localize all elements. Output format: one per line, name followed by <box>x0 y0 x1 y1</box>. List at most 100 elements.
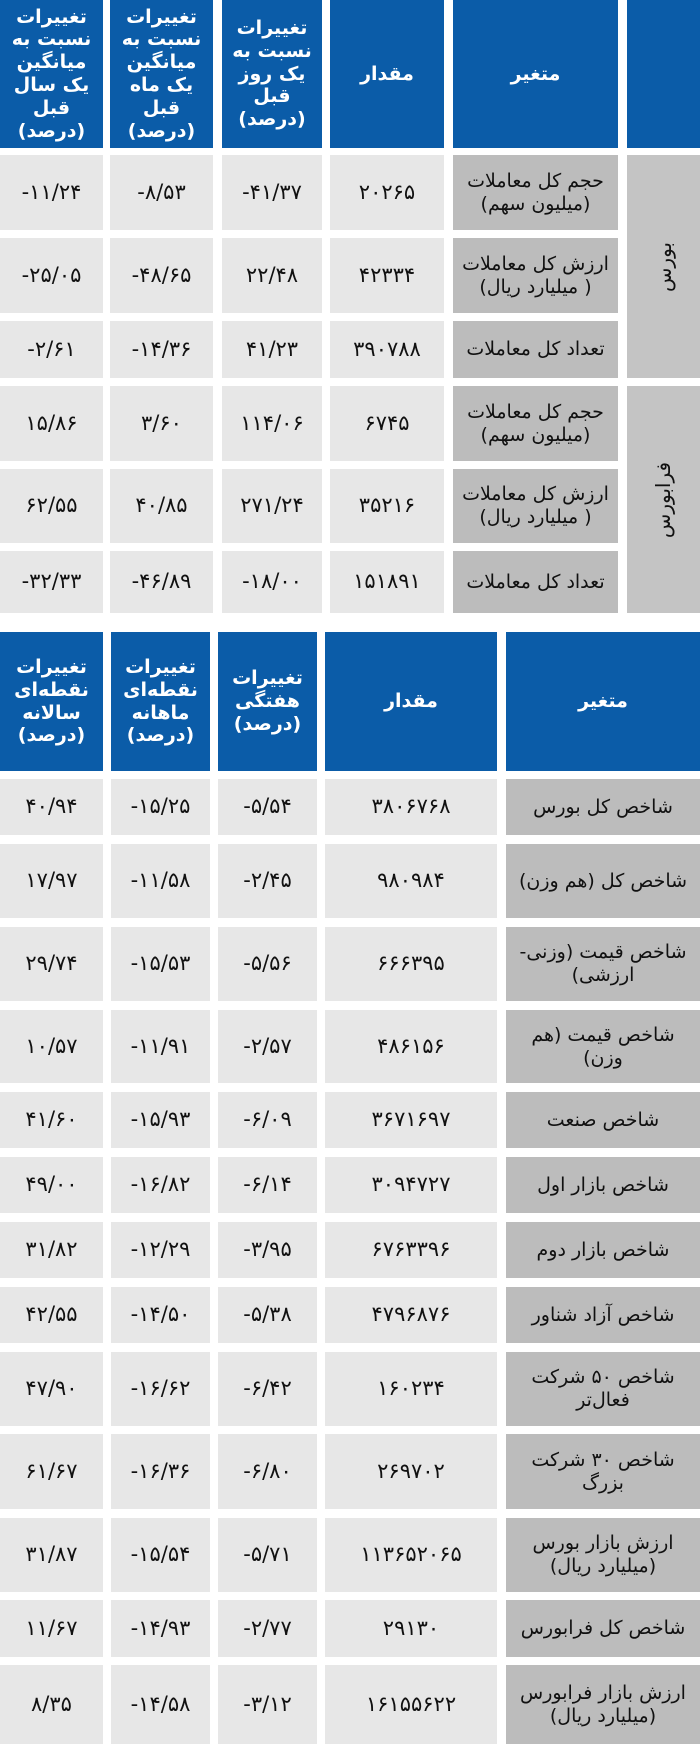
table1-header-text: مقدار <box>360 62 414 85</box>
table2-value-text: ۲۶۹۷۰۲ <box>377 1458 445 1483</box>
table2-value-text: ۶۷۶۳۳۹۶ <box>371 1237 451 1262</box>
table2-value: -۱۲/۲۹ <box>111 1222 210 1278</box>
table1-value: ۳۹۰۷۸۸ <box>330 321 444 378</box>
table1-row-label-text: ارزش کل معاملات ( میلیارد ریال) <box>462 483 609 528</box>
table2-value: ۹۸۰۹۸۴ <box>325 844 497 918</box>
table1-value: ۳/۶۰ <box>110 386 213 461</box>
table2-row-label-text: شاخص کل فرابورس <box>520 1617 686 1640</box>
table2-row-label: ارزش بازار فرابورس (میلیارد ریال) <box>506 1665 700 1744</box>
table1-value: -۱۸/۰۰ <box>222 551 322 613</box>
table2-value: -۶/۰۹ <box>218 1092 317 1148</box>
group-label-farabourse: فرابورس <box>627 386 700 613</box>
table2-header: تغییرات نقطه‌ای سالانه (درصد) <box>0 632 103 771</box>
table1-header: تغییرات نسبت به یک روز قبل (درصد) <box>222 0 322 148</box>
table1-value: ۲۰۲۶۵ <box>330 155 444 230</box>
table2-row-label: شاخص کل فرابورس <box>506 1600 700 1657</box>
table1-value: -۲/۶۱ <box>0 321 103 378</box>
table2-value-text: -۲/۷۷ <box>243 1615 292 1640</box>
table1-value: -۲۵/۰۵ <box>0 238 103 313</box>
table1-value: ۱۱۴/۰۶ <box>222 386 322 461</box>
table2-value-text: -۱۴/۵۰ <box>130 1302 191 1327</box>
table1-header: تغییرات نسبت به میانگین یک ماه قبل (درصد… <box>110 0 213 148</box>
table2-value: -۱۵/۵۳ <box>111 927 210 1001</box>
table2-value-text: ۴۱/۶۰ <box>25 1107 78 1132</box>
table1-row-label: تعداد کل معاملات <box>453 551 618 613</box>
table2-header: متغیر <box>506 632 700 771</box>
table1-value-text: ۳/۶۰ <box>141 410 182 435</box>
table2-value-text: -۱۶/۸۲ <box>130 1172 191 1197</box>
table2-value-text: -۱۱/۵۸ <box>130 868 191 893</box>
table2-value: ۲۹/۷۴ <box>0 927 103 1001</box>
table1-value: -۱۱/۲۴ <box>0 155 103 230</box>
table2-value-text: ۱۱۳۶۵۲۰۶۵ <box>360 1542 462 1567</box>
table2-value-text: -۳/۱۲ <box>243 1691 292 1716</box>
table2-value: ۴۲/۵۵ <box>0 1287 103 1343</box>
table1-value: -۴۸/۶۵ <box>110 238 213 313</box>
table1-value: ۳۵۲۱۶ <box>330 469 444 543</box>
table2-row-label-text: شاخص آزاد شناور <box>531 1303 675 1326</box>
table2-value-text: -۲/۴۵ <box>243 868 292 893</box>
table2-header: تغییرات نقطه‌ای ماهانه (درصد) <box>111 632 210 771</box>
table2-value: ۳۶۷۱۶۹۷ <box>325 1092 497 1148</box>
table2-row-label-text: شاخص بازار دوم <box>536 1238 670 1261</box>
table2-value-text: -۶/۴۲ <box>243 1376 292 1401</box>
table1-value-text: -۱۱/۲۴ <box>21 179 82 204</box>
table2-row-label-text: شاخص قیمت (وزنی- ارزشی) <box>519 941 687 986</box>
table2-value-text: -۱۲/۲۹ <box>130 1237 191 1262</box>
table2-value: -۵/۳۸ <box>218 1287 317 1343</box>
table2-value: ۸/۳۵ <box>0 1665 103 1744</box>
table2-value-text: -۳/۹۵ <box>243 1237 292 1262</box>
table2-value-text: ۶۱/۶۷ <box>25 1458 78 1483</box>
table2-value-text: ۱۱/۶۷ <box>25 1615 78 1640</box>
table2-value: -۱۶/۶۲ <box>111 1352 210 1426</box>
table1-value: ۶۲/۵۵ <box>0 469 103 543</box>
table1-value-text: -۱۸/۰۰ <box>242 569 302 594</box>
table2-value: ۱۰/۵۷ <box>0 1010 103 1083</box>
table2-value-text: ۱۰/۵۷ <box>25 1033 78 1058</box>
table2-value: -۲/۵۷ <box>218 1010 317 1083</box>
table2-row-label-text: ارزش بازار بورس (میلیارد ریال) <box>532 1532 674 1577</box>
table1-value-text: ۲۰۲۶۵ <box>358 179 416 204</box>
table2-value: -۵/۵۶ <box>218 927 317 1001</box>
table2-value-text: -۱۵/۵۴ <box>130 1542 191 1567</box>
table1-row-label: حجم کل معاملات (میلیون سهم) <box>453 155 618 230</box>
table2-value: -۱۴/۵۸ <box>111 1665 210 1744</box>
table1-value: ۴۱/۲۳ <box>222 321 322 378</box>
table1-value-text: ۳۹۰۷۸۸ <box>353 336 421 361</box>
table2-value: -۲/۷۷ <box>218 1600 317 1657</box>
group-label-farabourse-text: فرابورس <box>651 461 676 538</box>
table1-value: -۸/۵۳ <box>110 155 213 230</box>
table2-value-text: -۲/۵۷ <box>243 1033 292 1058</box>
table1-row-label: ارزش کل معاملات ( میلیارد ریال) <box>453 469 618 543</box>
table2-value: ۴۱/۶۰ <box>0 1092 103 1148</box>
table2-value: -۱۱/۵۸ <box>111 844 210 918</box>
table2-value: ۱۶۰۲۳۴ <box>325 1352 497 1426</box>
table2-value-text: ۱۷/۹۷ <box>25 868 78 893</box>
table2-value: -۱۵/۹۳ <box>111 1092 210 1148</box>
table2-header-text: مقدار <box>384 690 438 713</box>
table1-value-text: -۲۵/۰۵ <box>21 262 82 287</box>
table2-value: -۱۵/۵۴ <box>111 1518 210 1592</box>
table2-value: ۶۱/۶۷ <box>0 1434 103 1509</box>
table1-value: -۴۱/۳۷ <box>222 155 322 230</box>
table1-header: متغیر <box>453 0 618 148</box>
table2-row-label: شاخص ۵۰ شرکت فعال‌تر <box>506 1352 700 1426</box>
table1-row-label: حجم کل معاملات (میلیون سهم) <box>453 386 618 461</box>
table2-value-text: -۱۵/۲۵ <box>130 794 191 819</box>
table2-value: ۱۷/۹۷ <box>0 844 103 918</box>
table1-header: مقدار <box>330 0 444 148</box>
table2-value: -۱۴/۹۳ <box>111 1600 210 1657</box>
table2-value-text: ۳۶۷۱۶۹۷ <box>371 1107 451 1132</box>
table1-value: ۶۷۴۵ <box>330 386 444 461</box>
table2-row-label-text: شاخص ۳۰ شرکت بزرگ <box>531 1448 675 1494</box>
table2-row-label-text: شاخص ۵۰ شرکت فعال‌تر <box>531 1366 675 1411</box>
table1-value-text: ۲۲/۴۸ <box>245 262 299 287</box>
table2-value-text: -۶/۱۴ <box>243 1172 292 1197</box>
table1-value-text: ۱۵۱۸۹۱ <box>353 569 421 594</box>
table1-value: ۴۲۳۳۴ <box>330 238 444 313</box>
table2-row-label: شاخص بازار اول <box>506 1157 700 1213</box>
table1-value: ۱۵۱۸۹۱ <box>330 551 444 613</box>
table2-value: ۴۸۶۱۵۶ <box>325 1010 497 1083</box>
table1-value-text: -۱۴/۳۶ <box>131 336 192 361</box>
table1-value-text: -۴۶/۸۹ <box>131 569 192 594</box>
